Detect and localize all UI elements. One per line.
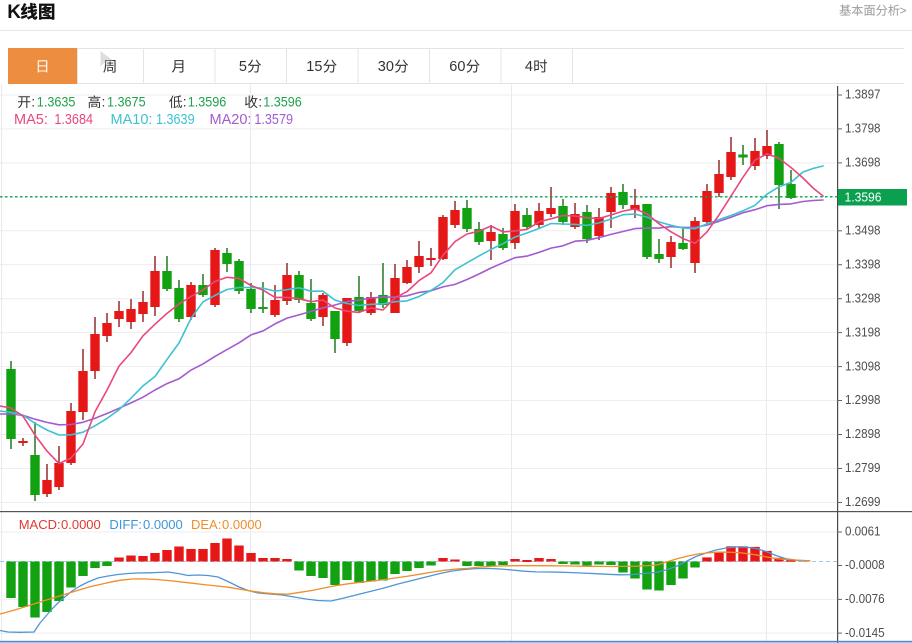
svg-text::: :: [31, 94, 35, 110]
svg-text:-0.0008: -0.0008: [845, 558, 885, 572]
svg-text:1.2898: 1.2898: [845, 427, 881, 441]
svg-text:15: 15: [306, 59, 322, 75]
svg-text:0.0000: 0.0000: [143, 517, 183, 532]
svg-text:1.3596: 1.3596: [263, 94, 302, 110]
svg-text:>: >: [900, 4, 907, 18]
svg-text:MA20:: MA20:: [210, 112, 252, 128]
svg-text:-0.0076: -0.0076: [845, 592, 885, 606]
svg-text:1.2998: 1.2998: [845, 393, 881, 407]
svg-text::: :: [258, 94, 262, 110]
svg-text:-0.0145: -0.0145: [845, 626, 885, 640]
svg-text:1.3798: 1.3798: [845, 122, 881, 136]
svg-text:MA5:: MA5:: [14, 112, 48, 128]
svg-text:5: 5: [239, 59, 247, 75]
svg-text:1.3639: 1.3639: [156, 112, 195, 128]
svg-text:1.3579: 1.3579: [254, 112, 293, 128]
svg-text:1.3897: 1.3897: [845, 88, 881, 102]
svg-text:1.3684: 1.3684: [54, 112, 93, 128]
svg-text:K: K: [7, 2, 21, 23]
svg-text:4: 4: [525, 59, 533, 75]
svg-text::: :: [183, 94, 187, 110]
svg-text:1.3698: 1.3698: [845, 156, 881, 170]
svg-text:1.3198: 1.3198: [845, 325, 881, 339]
svg-text:DEA:: DEA:: [191, 517, 221, 532]
svg-text:1.3675: 1.3675: [107, 94, 146, 110]
svg-text:1.3596: 1.3596: [188, 94, 227, 110]
svg-text:1.3298: 1.3298: [845, 291, 881, 305]
svg-text:0.0061: 0.0061: [845, 525, 881, 539]
svg-text:1.2799: 1.2799: [845, 461, 881, 475]
svg-text:MA10:: MA10:: [111, 112, 153, 128]
svg-text:1.3635: 1.3635: [37, 94, 76, 110]
svg-text:DIFF:: DIFF:: [109, 517, 141, 532]
svg-text:1.3398: 1.3398: [845, 257, 881, 271]
svg-text:1.3098: 1.3098: [845, 359, 881, 373]
svg-text::: :: [102, 94, 106, 110]
svg-text:0.0000: 0.0000: [61, 517, 101, 532]
svg-text:1.2699: 1.2699: [845, 495, 881, 509]
svg-text:1.3596: 1.3596: [845, 190, 882, 205]
svg-text:60: 60: [449, 59, 465, 75]
svg-text:30: 30: [378, 59, 394, 75]
svg-text:MACD:: MACD:: [19, 517, 61, 532]
svg-text:0.0000: 0.0000: [222, 517, 262, 532]
svg-text:1.3498: 1.3498: [845, 224, 881, 238]
